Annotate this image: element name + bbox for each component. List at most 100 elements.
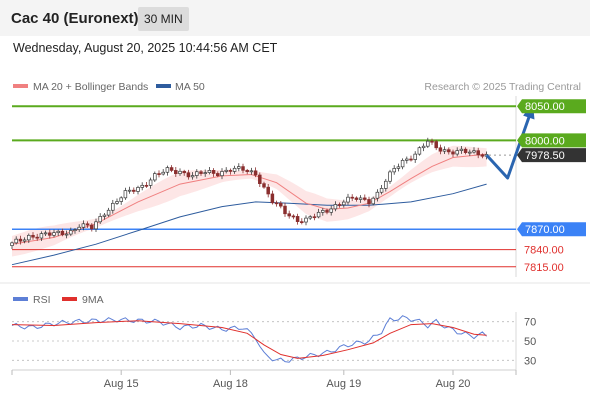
candle-body <box>245 169 249 172</box>
candle-body <box>396 166 401 169</box>
candle-body <box>379 188 384 193</box>
timeframe-badge[interactable]: 30 MIN <box>138 7 189 31</box>
legend-ma9-swatch <box>62 297 77 301</box>
candle-body <box>417 147 422 155</box>
candle-body <box>186 172 191 178</box>
candle-body <box>337 204 342 206</box>
candle-body <box>434 141 438 149</box>
candle-body <box>316 211 321 218</box>
candle-body <box>123 190 128 199</box>
candle-body <box>342 201 346 206</box>
candle-body <box>459 148 464 151</box>
candle-body <box>291 215 296 218</box>
time-tick-label: Aug 20 <box>436 378 471 390</box>
candle-body <box>438 147 443 152</box>
candle-body <box>480 154 485 157</box>
candle-body <box>18 238 23 242</box>
candle-body <box>358 197 363 200</box>
candle-body <box>94 221 98 230</box>
candle-body <box>354 197 359 200</box>
legend-ma9-label: 9MA <box>82 294 104 306</box>
candle-body <box>102 214 107 217</box>
candle-body <box>81 223 86 228</box>
level-labels: 8050.00 8000.00 7978.50 7870.00 7840.00 7815.… <box>517 99 586 274</box>
candle-body <box>182 170 186 174</box>
candle-body <box>199 171 203 174</box>
candle-body <box>148 179 153 186</box>
candle-body <box>451 151 455 155</box>
candle-body <box>207 170 212 173</box>
candle-body <box>304 217 308 223</box>
candle-body <box>190 175 195 178</box>
rsi-line <box>11 315 487 363</box>
candle-body <box>472 150 476 153</box>
moving-averages <box>11 153 487 266</box>
candle-body <box>405 158 409 161</box>
candle-body <box>375 191 380 199</box>
candle-body <box>216 173 220 177</box>
candle-body <box>60 230 65 236</box>
candle-body <box>266 186 270 195</box>
candle-body <box>442 149 447 152</box>
rsi-tick-label: 30 <box>524 355 536 367</box>
level-label-resistance: 8000.00 <box>525 135 565 147</box>
candle-body <box>211 170 216 174</box>
forecast-path <box>485 105 535 180</box>
level-label-pivot: 7870.00 <box>525 224 565 236</box>
candle-body <box>388 171 392 182</box>
candle-body <box>132 189 136 192</box>
candle-body <box>220 171 224 177</box>
candle-body <box>333 204 338 210</box>
candle-body <box>346 196 350 203</box>
candle-body <box>169 167 174 171</box>
candle-body <box>283 205 287 215</box>
chart-header: Cac 40 (Euronext) 30 MIN <box>0 0 590 36</box>
candle-body <box>43 232 48 235</box>
candle-body <box>325 210 329 213</box>
candle-body <box>157 173 161 175</box>
level-tag-resistance <box>517 133 586 148</box>
candle-body <box>413 153 417 160</box>
candle-body <box>27 234 31 241</box>
candle-body <box>39 233 44 239</box>
candle-body <box>69 230 73 235</box>
candle-body <box>308 216 312 219</box>
candle-body <box>144 184 149 187</box>
level-label-current: 7978.50 <box>525 150 565 162</box>
candle-body <box>174 170 178 174</box>
time-tick-label: Aug 19 <box>326 378 361 390</box>
level-label-support: 7840.00 <box>524 245 564 257</box>
candle-body <box>98 216 102 223</box>
legend-ma20-swatch <box>13 84 28 88</box>
candle-body <box>203 172 207 174</box>
candle-body <box>447 149 451 153</box>
candle-body <box>31 234 35 238</box>
candle-body <box>476 150 480 156</box>
candle-body <box>329 208 333 213</box>
candle-body <box>64 233 69 236</box>
candle-body <box>73 229 77 231</box>
rsi-tick-label: 50 <box>524 336 536 348</box>
time-tick-label: Aug 18 <box>213 378 248 390</box>
candle-body <box>455 150 459 155</box>
candle-body <box>161 171 165 175</box>
candle-body <box>90 224 94 230</box>
candle-body <box>140 184 144 188</box>
candle-body <box>426 140 430 147</box>
candle-body <box>468 151 472 154</box>
candle-body <box>127 189 132 192</box>
candle-body <box>136 187 140 192</box>
candle-body <box>371 197 375 205</box>
instrument-title: Cac 40 (Euronext) <box>11 10 139 27</box>
candle-body <box>350 196 354 199</box>
candle-body <box>258 174 262 184</box>
time-axis: Aug 15 Aug 18 Aug 19 Aug 20 <box>11 370 517 390</box>
bollinger-band <box>12 145 487 257</box>
candle-body <box>10 242 14 246</box>
level-label-resistance: 8050.00 <box>525 101 565 113</box>
candle-body <box>224 169 228 172</box>
ma20-line <box>11 153 487 245</box>
candle-body <box>400 159 405 168</box>
candle-body <box>232 167 237 172</box>
timestamp: Wednesday, August 20, 2025 10:44:56 AM C… <box>13 41 278 55</box>
